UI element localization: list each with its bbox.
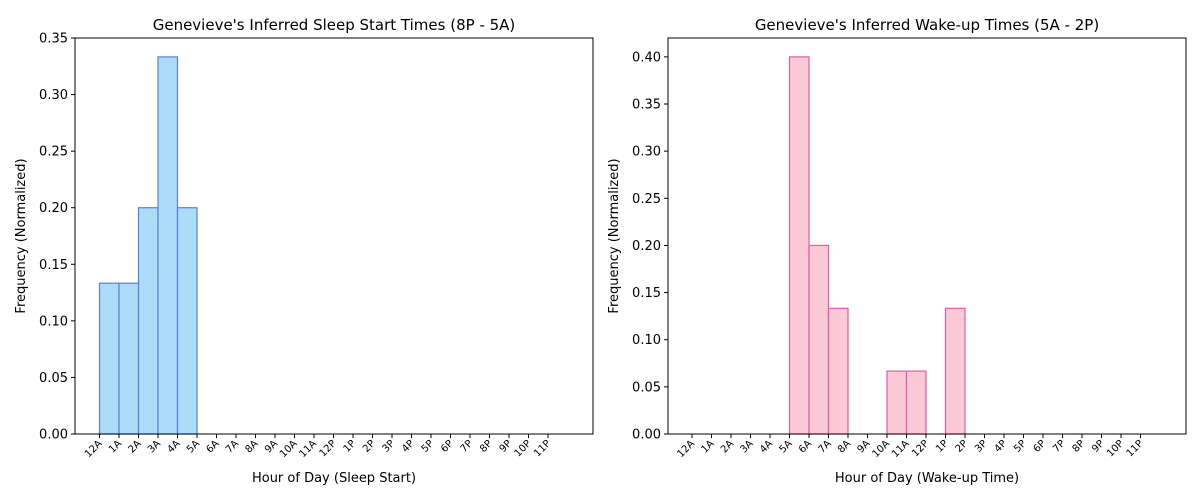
sleep-bar-4A: [176, 207, 198, 435]
wake-y-tick-label: 0.05: [632, 380, 661, 395]
sleep-y-axis-ticks: 0.00 0.05 0.10 0.15 0.20 0.25 0.30 0.35: [39, 32, 75, 443]
sleep-plot-frame: [74, 37, 594, 435]
wake-bar-6A: [808, 244, 830, 435]
sleep-chart-title: Genevieve's Inferred Sleep Start Times (…: [153, 16, 516, 34]
wake-y-axis-ticks: 0.00 0.05 0.10 0.15 0.20 0.25 0.30 0.35 0.40: [632, 50, 668, 443]
sleep-bar-1A: [118, 282, 140, 435]
wake-plot-frame: [667, 37, 1187, 435]
wake-y-tick-label: 0.35: [632, 98, 661, 113]
wake-y-tick-label: 0.25: [632, 192, 661, 207]
sleep-y-tick-label: 0.30: [39, 88, 68, 103]
wake-up-chart: Genevieve's Inferred Wake-up Times (5A -…: [607, 16, 1187, 486]
wake-chart-title: Genevieve's Inferred Wake-up Times (5A -…: [755, 16, 1099, 34]
sleep-y-tick-label: 0.05: [39, 371, 68, 386]
sleep-y-tick-label: 0.35: [39, 32, 68, 47]
wake-x-axis-label: Hour of Day (Wake-up Time): [835, 471, 1019, 486]
wake-bar-5A: [788, 56, 810, 435]
sleep-y-tick-label: 0.15: [39, 258, 68, 273]
sleep-bar-12A: [98, 282, 120, 435]
wake-bar-1P: [944, 307, 966, 435]
wake-y-tick-label: 0.30: [632, 145, 661, 160]
wake-y-axis-label: Frequency (Normalized): [607, 158, 622, 313]
wake-y-tick-label: 0.10: [632, 333, 661, 348]
sleep-y-tick-label: 0.00: [39, 428, 68, 443]
wake-y-tick-label: 0.40: [632, 50, 661, 65]
sleep-x-axis-label: Hour of Day (Sleep Start): [252, 471, 416, 486]
wake-y-tick-label: 0.20: [632, 239, 661, 254]
sleep-bar-3A: [157, 56, 179, 435]
sleep-y-tick-label: 0.25: [39, 145, 68, 160]
sleep-bar-2A: [137, 207, 159, 435]
wake-y-tick-label: 0.00: [632, 428, 661, 443]
sleep-y-tick-label: 0.10: [39, 314, 68, 329]
wake-y-tick-label: 0.15: [632, 286, 661, 301]
wake-bar-10A: [886, 370, 908, 435]
sleep-y-axis-label: Frequency (Normalized): [14, 158, 29, 313]
wake-bar-11A: [905, 370, 927, 435]
wake-bar-7A: [827, 307, 849, 435]
sleep-y-tick-label: 0.20: [39, 201, 68, 216]
